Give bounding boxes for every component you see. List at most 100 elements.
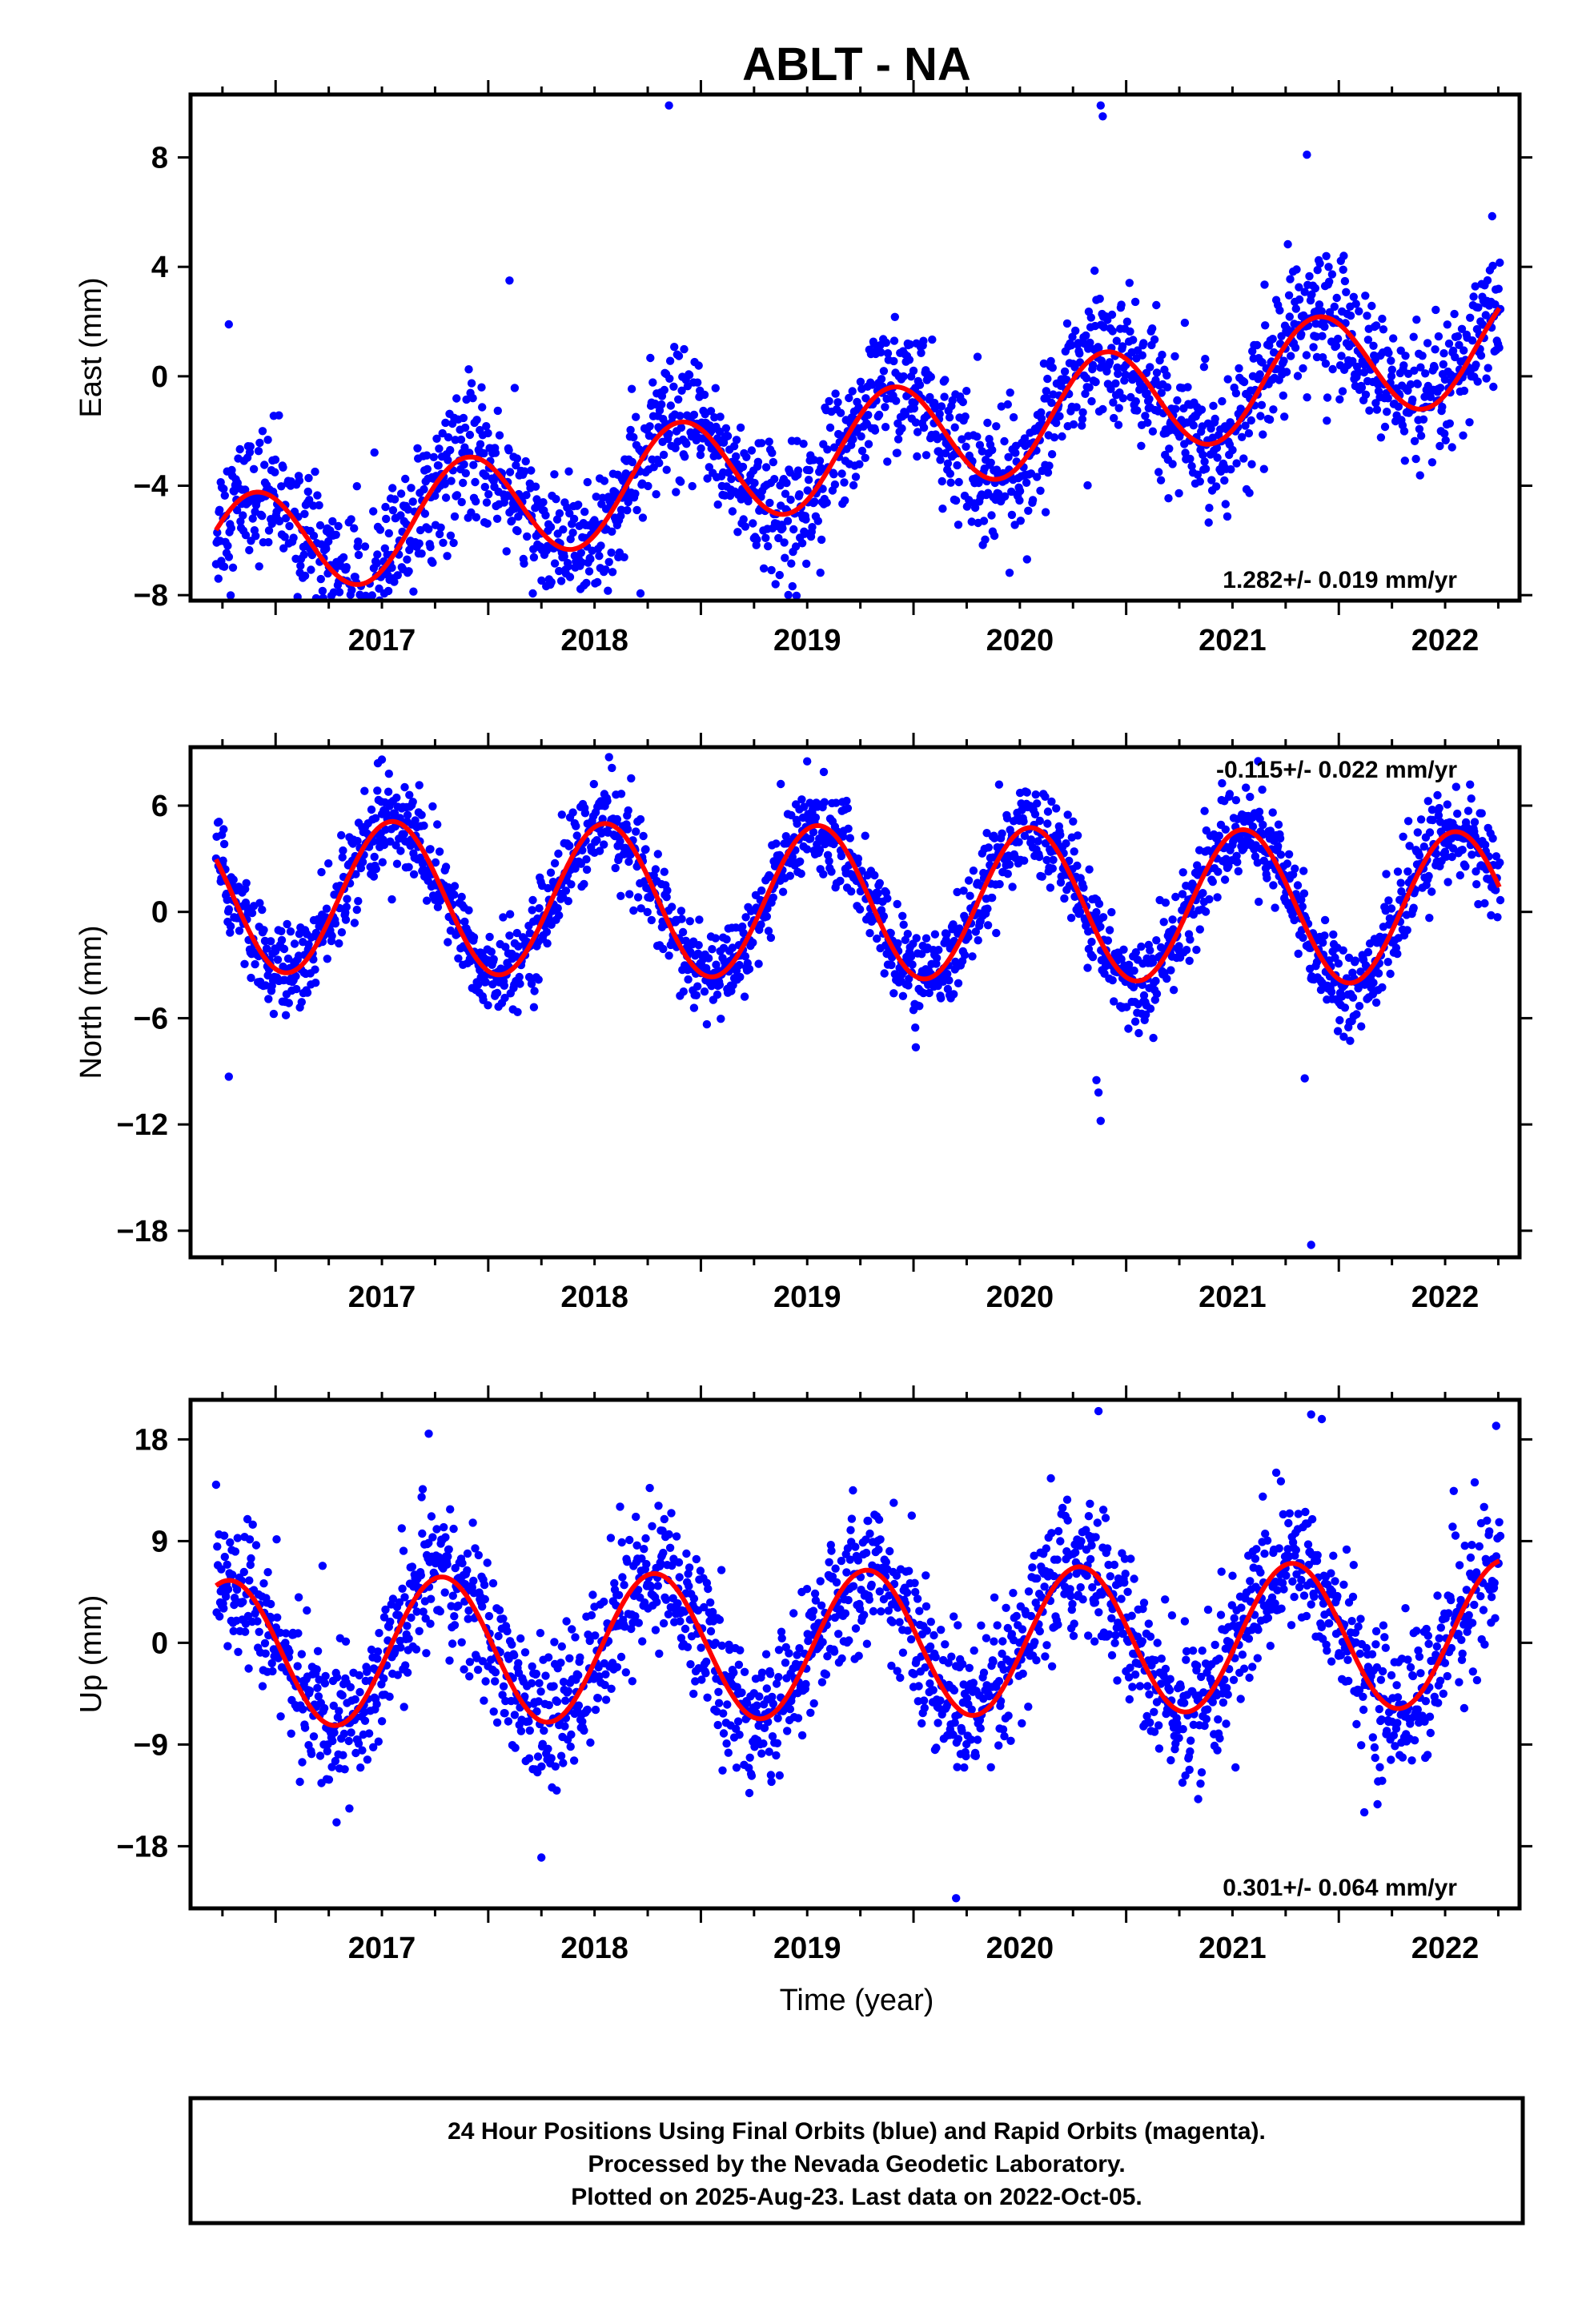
data-point <box>219 562 229 571</box>
data-point <box>651 400 661 409</box>
y-tick-label: −8 <box>134 579 168 613</box>
data-point <box>459 413 468 423</box>
data-point <box>1075 907 1085 917</box>
data-point <box>682 440 691 448</box>
data-point <box>400 782 409 792</box>
data-point <box>1098 913 1108 922</box>
data-point <box>1255 897 1263 907</box>
data-point <box>331 919 340 928</box>
data-point <box>1043 468 1053 477</box>
data-point <box>761 533 770 542</box>
data-point <box>958 397 968 407</box>
data-point <box>276 1712 285 1721</box>
data-point <box>553 903 562 913</box>
data-point <box>600 476 609 485</box>
data-point <box>1002 814 1012 822</box>
data-point <box>1315 300 1324 309</box>
data-point <box>632 412 640 421</box>
data-point <box>694 941 703 950</box>
data-point <box>1185 956 1194 966</box>
data-point <box>1248 822 1258 831</box>
data-point <box>1493 913 1502 922</box>
data-point <box>360 613 368 621</box>
x-tick-label: 2018 <box>560 1281 628 1314</box>
data-point <box>962 442 970 451</box>
data-point <box>531 482 540 491</box>
data-point <box>440 1522 448 1532</box>
data-point <box>665 951 673 960</box>
data-point <box>921 934 931 943</box>
data-point <box>988 893 997 903</box>
data-point <box>224 553 234 561</box>
data-point <box>926 392 934 402</box>
data-point <box>222 1592 231 1601</box>
data-point <box>1182 946 1191 955</box>
data-point <box>1069 817 1078 826</box>
data-point <box>311 467 319 476</box>
data-point <box>348 605 356 613</box>
data-point <box>905 340 914 349</box>
data-point <box>564 562 572 571</box>
data-point <box>1069 420 1078 429</box>
data-point <box>454 954 463 963</box>
data-point <box>339 553 348 562</box>
data-point <box>461 468 470 478</box>
data-point <box>255 438 264 448</box>
data-point <box>566 1742 575 1751</box>
data-point <box>338 853 347 862</box>
data-point <box>460 460 468 469</box>
data-point <box>604 557 613 566</box>
data-point <box>627 384 636 393</box>
data-point <box>736 423 745 432</box>
data-point <box>492 1718 502 1727</box>
data-point <box>623 1558 632 1566</box>
data-point <box>258 512 267 521</box>
data-point <box>1242 783 1251 792</box>
data-point <box>1363 336 1373 344</box>
data-point <box>893 435 903 444</box>
data-point <box>378 858 387 866</box>
data-point <box>458 1558 467 1568</box>
data-point <box>226 922 235 931</box>
data-point <box>881 403 889 412</box>
data-point <box>241 1627 250 1636</box>
data-point <box>355 609 363 617</box>
data-point <box>476 440 485 448</box>
data-point <box>1085 865 1094 874</box>
data-point <box>620 553 628 561</box>
data-point <box>1117 955 1126 963</box>
data-point <box>837 851 846 861</box>
data-point <box>1279 391 1288 400</box>
data-point <box>373 1647 383 1656</box>
data-point <box>286 927 295 936</box>
data-point <box>632 827 640 836</box>
data-point <box>833 398 842 407</box>
data-point <box>516 1634 525 1643</box>
data-point <box>986 458 995 467</box>
data-point <box>251 1541 261 1550</box>
data-point <box>636 904 645 913</box>
data-point <box>919 336 928 345</box>
data-point <box>1073 861 1082 870</box>
data-point <box>954 521 963 529</box>
data-point <box>267 937 275 946</box>
data-point <box>1488 834 1497 843</box>
data-point <box>628 457 636 467</box>
data-point <box>574 1671 583 1680</box>
data-point <box>616 891 625 901</box>
data-point <box>723 432 733 440</box>
data-point <box>1369 979 1378 987</box>
data-point <box>338 1691 347 1700</box>
data-point <box>582 865 592 875</box>
data-point <box>1433 790 1442 800</box>
data-point <box>315 501 323 510</box>
data-point <box>611 863 620 873</box>
data-point <box>1060 367 1070 376</box>
data-point <box>411 816 420 825</box>
data-point <box>574 1701 584 1710</box>
data-point <box>645 1483 654 1493</box>
data-point <box>1465 418 1474 427</box>
data-point <box>1271 903 1279 912</box>
data-point <box>435 529 444 539</box>
data-point <box>677 915 686 923</box>
